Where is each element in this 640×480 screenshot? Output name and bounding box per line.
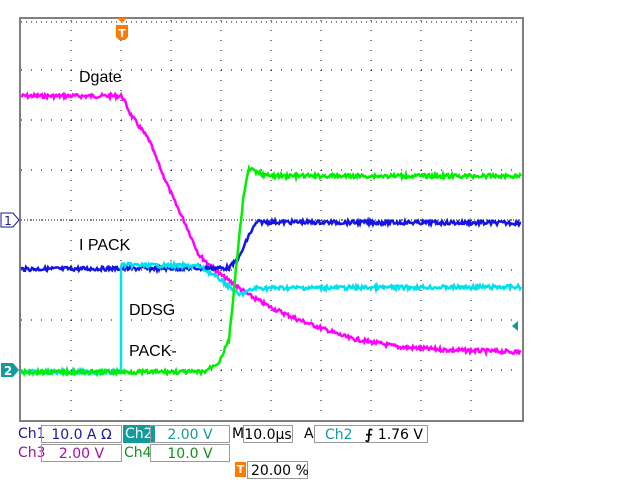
- trace-dgate: [20, 91, 522, 358]
- rising-edge-icon: ⨍: [365, 427, 373, 443]
- trace-label-ddsg: DDSG: [129, 302, 176, 319]
- ch3-scale[interactable]: 2.00 V: [41, 444, 122, 462]
- svg-text:2: 2: [4, 364, 12, 378]
- trigger-readout[interactable]: Ch2 ⨍ 1.76 V: [314, 425, 428, 443]
- ch3-label[interactable]: Ch3: [18, 445, 46, 461]
- ch4-label[interactable]: Ch4: [124, 445, 152, 461]
- trigger-position[interactable]: 20.00 %: [247, 461, 309, 479]
- svg-text:T: T: [118, 27, 126, 40]
- graticule-border: [19, 17, 524, 422]
- trigger-source: Ch2: [325, 427, 353, 443]
- acquisition-label: A: [304, 426, 314, 442]
- ch1-label[interactable]: Ch1: [18, 426, 46, 442]
- ch1-scale[interactable]: 10.0 A Ω: [41, 425, 122, 443]
- trace-i-pack: [20, 216, 522, 275]
- trace-ddsg: [19, 259, 523, 378]
- timebase-value[interactable]: 10.0µs: [243, 425, 293, 443]
- trace-label-ipack: I PACK: [79, 237, 131, 254]
- trigger-position-marker[interactable]: T: [116, 18, 128, 40]
- trace-pack: [20, 163, 523, 378]
- ch2-ground-marker[interactable]: 2: [1, 363, 19, 378]
- ch2-scale[interactable]: 2.00 V: [150, 425, 230, 443]
- ch4-scale[interactable]: 10.0 V: [150, 444, 230, 462]
- ch2-label[interactable]: Ch2: [123, 425, 155, 443]
- svg-text:1: 1: [4, 214, 12, 228]
- trace-label-pack: PACK-: [129, 343, 177, 360]
- trigger-level-arrow-icon[interactable]: [512, 321, 518, 331]
- trace-label-dgate: Dgate: [79, 69, 122, 86]
- traces: [19, 91, 523, 378]
- timebase-label: M: [232, 426, 245, 442]
- trigger-level: 1.76 V: [377, 427, 423, 443]
- trigger-icon: T: [235, 462, 246, 477]
- ch1-ground-marker[interactable]: 1: [0, 212, 20, 228]
